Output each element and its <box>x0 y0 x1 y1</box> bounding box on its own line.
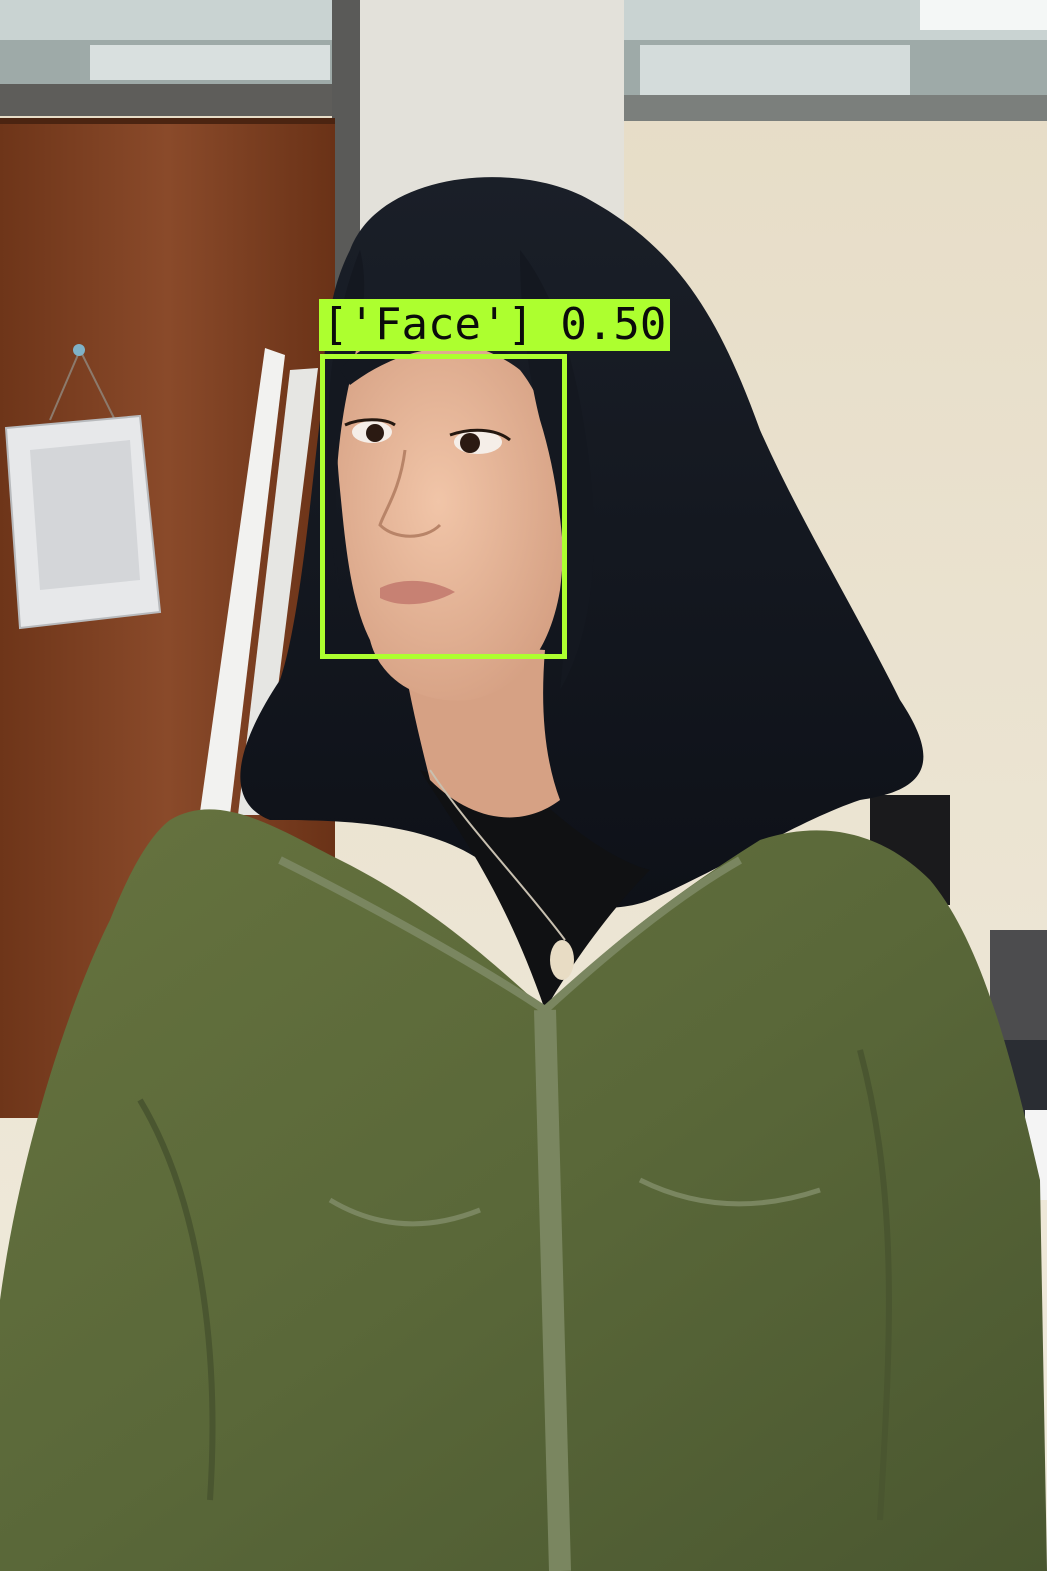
face-detection-label: ['Face'] 0.50 <box>319 299 671 351</box>
face-bounding-box <box>320 354 567 659</box>
